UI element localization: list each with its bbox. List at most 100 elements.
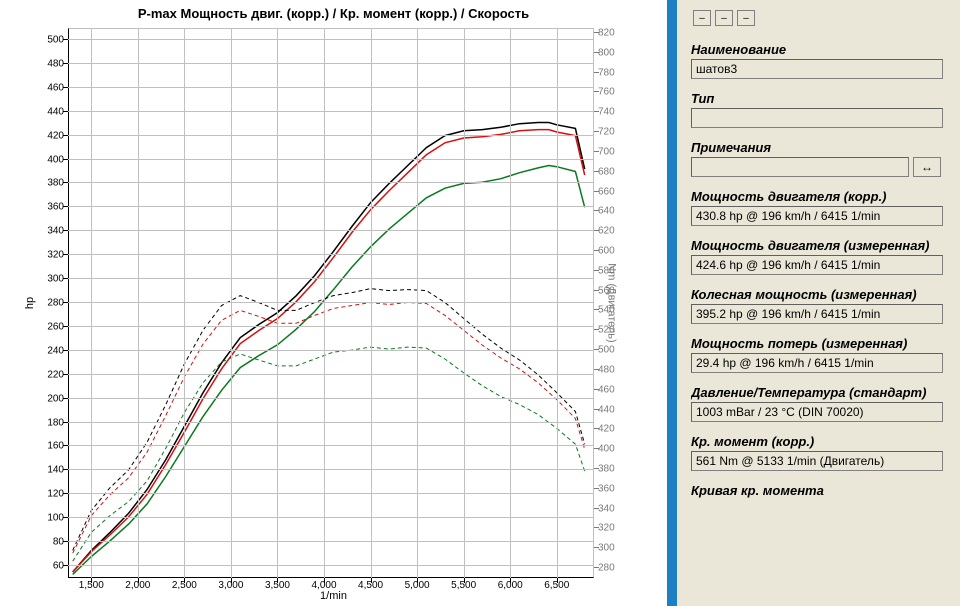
- y2tick: 300: [594, 543, 615, 554]
- label-eng-power-corr: Мощность двигателя (корр.): [691, 189, 952, 204]
- toolbar-btn-3[interactable]: –: [737, 10, 755, 26]
- ytick: 300: [47, 274, 68, 285]
- ytick: 400: [47, 154, 68, 165]
- value-torque-corr[interactable]: 561 Nm @ 5133 1/min (Двигатель): [691, 451, 943, 471]
- y2tick: 320: [594, 523, 615, 534]
- value-eng-power-corr[interactable]: 430.8 hp @ 196 km/h / 6415 1/min: [691, 206, 943, 226]
- ytick: 80: [53, 537, 68, 548]
- ytick: 320: [47, 250, 68, 261]
- xtick: 2,000: [125, 578, 150, 591]
- y2tick: 360: [594, 483, 615, 494]
- ytick: 480: [47, 58, 68, 69]
- series-power_corr_black: [73, 123, 585, 573]
- xtick: 6,500: [544, 578, 569, 591]
- y2tick: 760: [594, 87, 615, 98]
- y2tick: 500: [594, 345, 615, 356]
- label-loss-power: Мощность потерь (измеренная): [691, 336, 952, 351]
- y2tick: 400: [594, 444, 615, 455]
- ytick: 160: [47, 441, 68, 452]
- series-torque_black: [73, 289, 585, 551]
- field-notes: Примечания ↔: [691, 140, 952, 177]
- xtick: 1,500: [79, 578, 104, 591]
- label-name: Наименование: [691, 42, 952, 57]
- y2tick: 420: [594, 424, 615, 435]
- field-eng-power-meas: Мощность двигателя (измеренная) 424.6 hp…: [691, 238, 952, 275]
- ytick: 200: [47, 393, 68, 404]
- field-wheel-power: Колесная мощность (измеренная) 395.2 hp …: [691, 287, 952, 324]
- value-eng-power-meas[interactable]: 424.6 hp @ 196 km/h / 6415 1/min: [691, 255, 943, 275]
- label-torque-corr: Кр. момент (корр.): [691, 434, 952, 449]
- y2tick: 640: [594, 206, 615, 217]
- xtick: 2,500: [172, 578, 197, 591]
- xtick: 4,500: [358, 578, 383, 591]
- xtick: 6,000: [498, 578, 523, 591]
- y2tick: 380: [594, 464, 615, 475]
- y2tick: 600: [594, 245, 615, 256]
- ytick: 380: [47, 178, 68, 189]
- xtick: 5,000: [405, 578, 430, 591]
- input-notes[interactable]: [691, 157, 909, 177]
- y2tick: 540: [594, 305, 615, 316]
- y2tick: 700: [594, 146, 615, 157]
- y2tick: 680: [594, 166, 615, 177]
- y2tick: 480: [594, 364, 615, 375]
- value-press-temp[interactable]: 1003 mBar / 23 °C (DIN 70020): [691, 402, 943, 422]
- ytick: 260: [47, 321, 68, 332]
- toolbar-btn-1[interactable]: –: [693, 10, 711, 26]
- y2tick: 620: [594, 226, 615, 237]
- y2tick: 740: [594, 107, 615, 118]
- ytick: 180: [47, 417, 68, 428]
- ytick: 340: [47, 226, 68, 237]
- y-axis-label: hp: [24, 297, 36, 309]
- x-axis-label: 1/min: [320, 590, 347, 602]
- y2tick: 820: [594, 27, 615, 38]
- ytick: 420: [47, 130, 68, 141]
- ytick: 140: [47, 465, 68, 476]
- field-loss-power: Мощность потерь (измеренная) 29.4 hp @ 1…: [691, 336, 952, 373]
- y2tick: 280: [594, 563, 615, 574]
- input-name[interactable]: шатов3: [691, 59, 943, 79]
- chart-title: P-max Мощность двиг. (корр.) / Кр. момен…: [0, 6, 667, 21]
- field-type: Тип: [691, 91, 952, 128]
- xtick: 3,000: [218, 578, 243, 591]
- ytick: 500: [47, 34, 68, 45]
- separator-strip: [667, 0, 677, 606]
- ytick: 460: [47, 82, 68, 93]
- ytick: 280: [47, 298, 68, 309]
- toolbar: – – –: [691, 10, 952, 26]
- ytick: 220: [47, 369, 68, 380]
- ytick: 100: [47, 513, 68, 524]
- ytick: 440: [47, 106, 68, 117]
- xtick: 5,500: [451, 578, 476, 591]
- y2tick: 460: [594, 384, 615, 395]
- y2tick: 440: [594, 404, 615, 415]
- input-type[interactable]: [691, 108, 943, 128]
- label-press-temp: Давление/Температура (стандарт): [691, 385, 952, 400]
- y2tick: 560: [594, 285, 615, 296]
- ytick: 120: [47, 489, 68, 500]
- label-notes: Примечания: [691, 140, 952, 155]
- field-name: Наименование шатов3: [691, 42, 952, 79]
- label-eng-power-meas: Мощность двигателя (измеренная): [691, 238, 952, 253]
- value-wheel-power[interactable]: 395.2 hp @ 196 km/h / 6415 1/min: [691, 304, 943, 324]
- y2tick: 800: [594, 47, 615, 58]
- ytick: 360: [47, 202, 68, 213]
- y2tick: 660: [594, 186, 615, 197]
- label-wheel-power: Колесная мощность (измеренная): [691, 287, 952, 302]
- value-loss-power[interactable]: 29.4 hp @ 196 km/h / 6415 1/min: [691, 353, 943, 373]
- series-torque_green: [73, 347, 585, 561]
- series-torque_red: [73, 303, 585, 554]
- chart-panel: P-max Мощность двиг. (корр.) / Кр. момен…: [0, 0, 667, 606]
- y2tick: 720: [594, 127, 615, 138]
- field-press-temp: Давление/Температура (стандарт) 1003 mBa…: [691, 385, 952, 422]
- xtick: 3,500: [265, 578, 290, 591]
- field-torque-corr: Кр. момент (корр.) 561 Nm @ 5133 1/min (…: [691, 434, 952, 471]
- y2tick: 780: [594, 67, 615, 78]
- y2tick: 340: [594, 503, 615, 514]
- swap-button[interactable]: ↔: [913, 157, 941, 177]
- label-type: Тип: [691, 91, 952, 106]
- properties-panel: – – – Наименование шатов3 Тип Примечания…: [677, 0, 960, 606]
- series-wheel_power_green: [73, 166, 585, 575]
- toolbar-btn-2[interactable]: –: [715, 10, 733, 26]
- field-torque-curve: Кривая кр. момента: [691, 483, 952, 498]
